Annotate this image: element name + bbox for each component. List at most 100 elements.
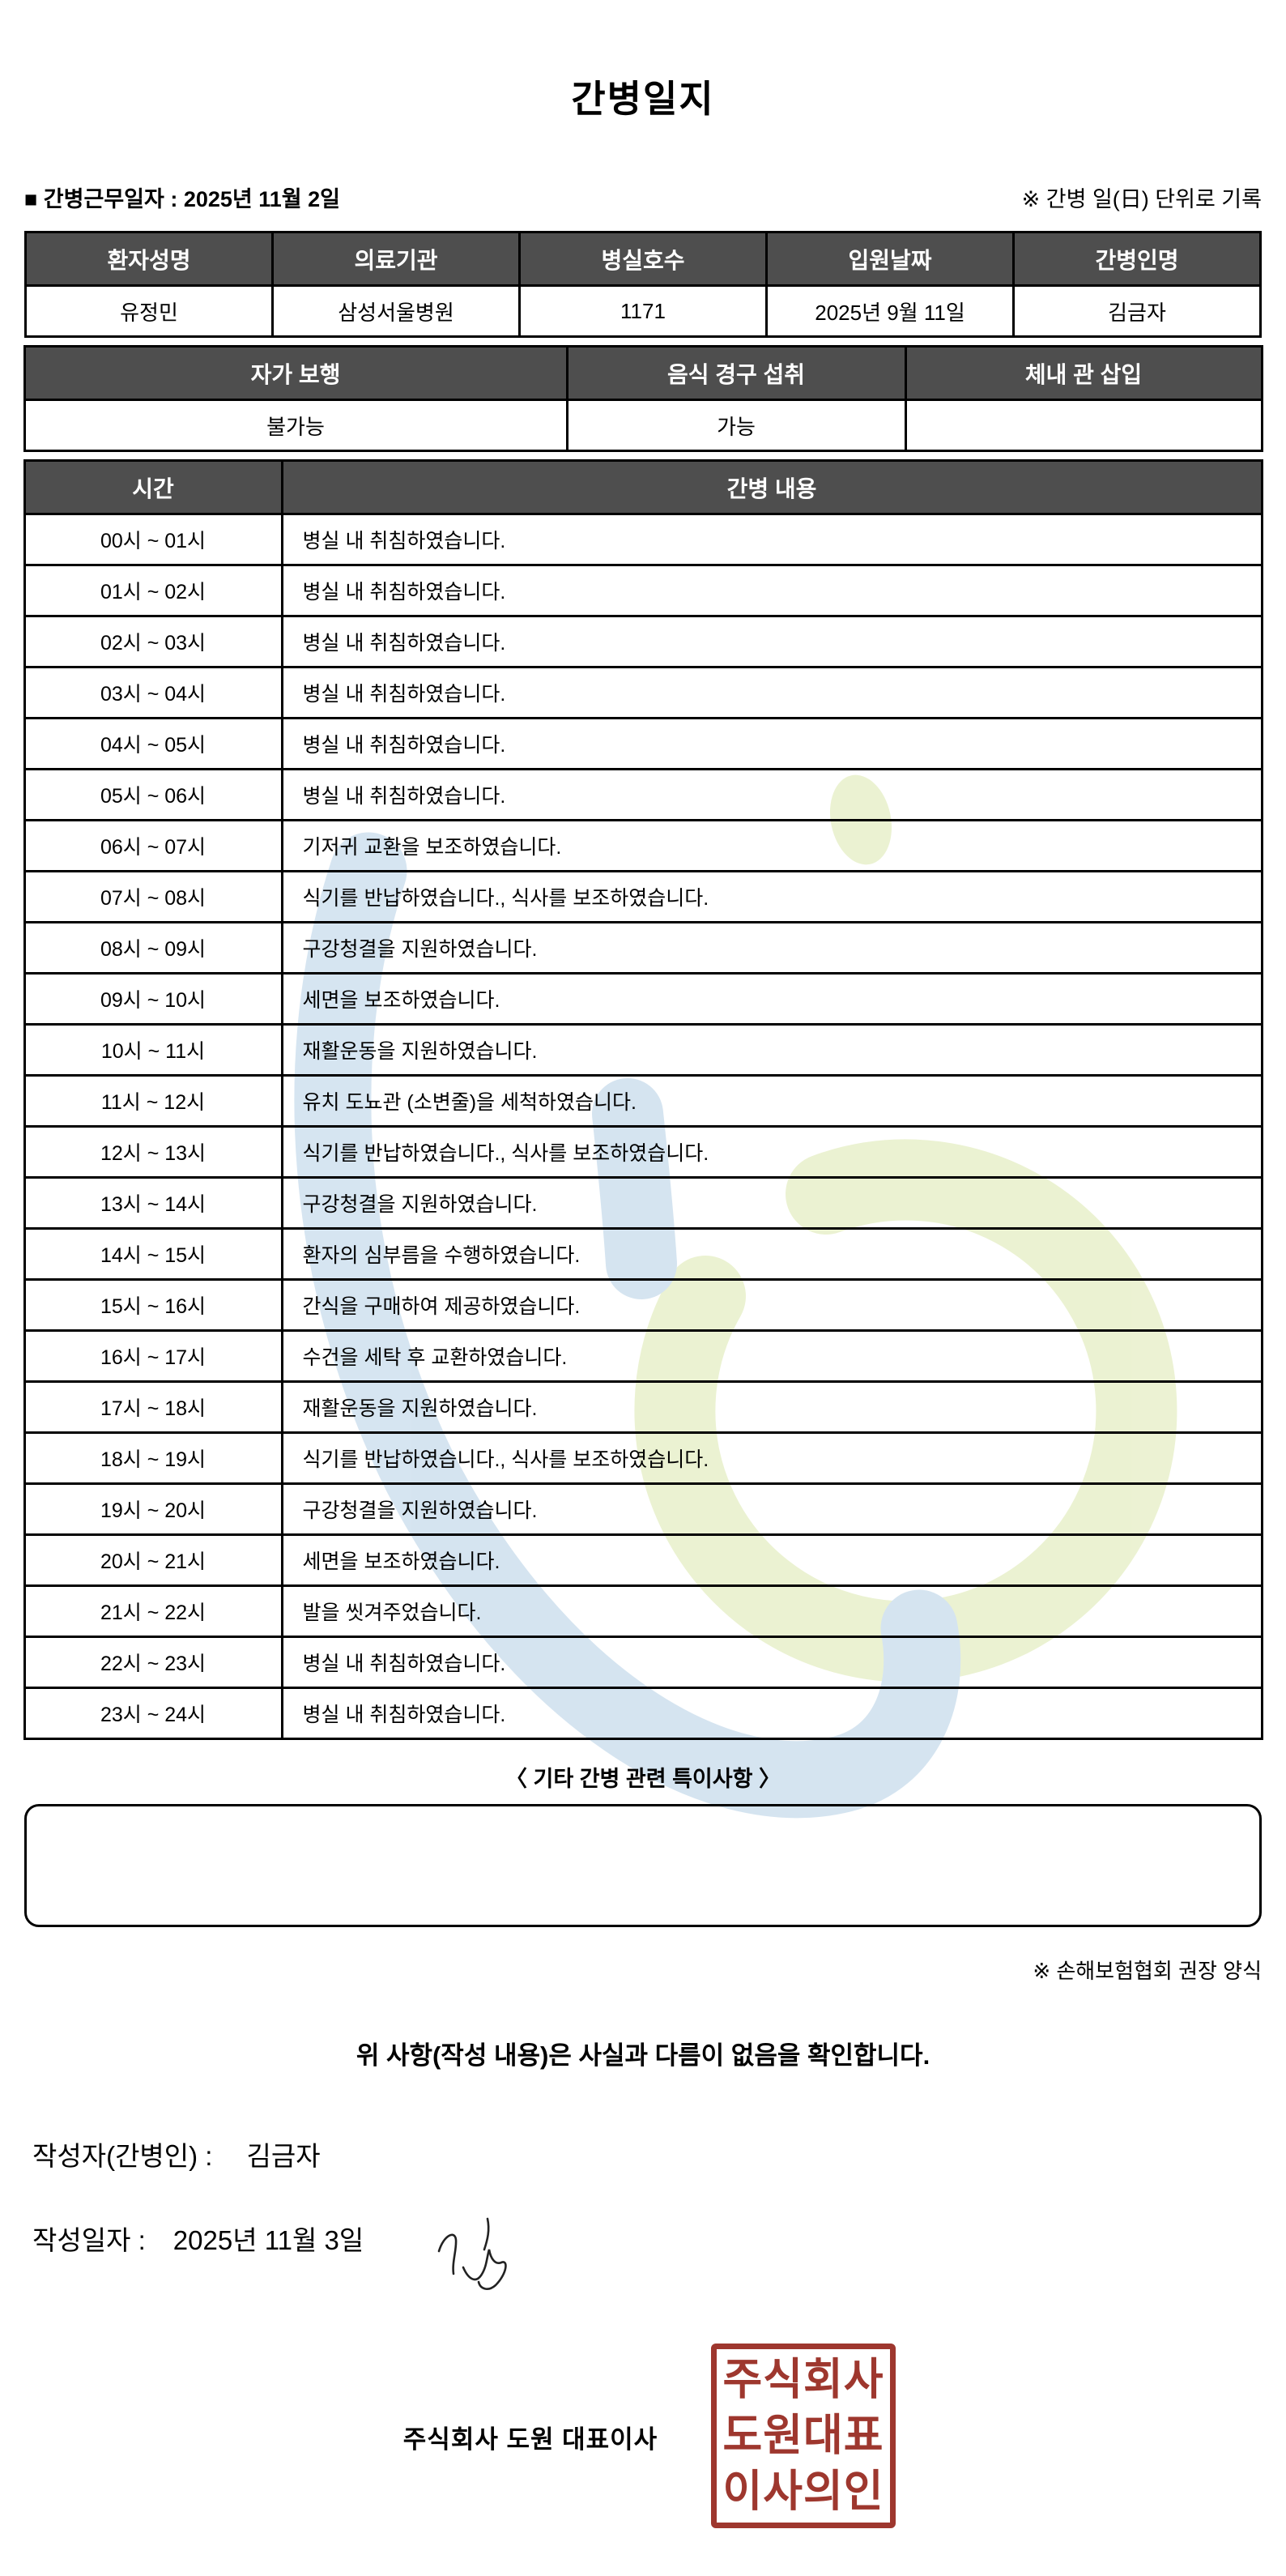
patient-value-row: 유정민 삼성서울병원 1171 2025년 9월 11일 김금자 — [24, 284, 1262, 338]
log-content: 재활운동을 지원하였습니다. — [280, 1023, 1263, 1077]
patient-table-value: 김금자 — [1012, 284, 1262, 338]
patient-info-table: 환자성명 의료기관 병실호수 입원날짜 간병인명 유정민 삼성서울병원 1171 2025년 … — [24, 231, 1262, 338]
log-row: 06시 ~ 07시 기저귀 교환을 보조하였습니다. — [23, 819, 1263, 872]
log-content: 구강청결을 지원하였습니다. — [280, 1482, 1263, 1536]
company-line: 주식회사 도원 대표이사 — [402, 2425, 658, 2454]
log-row: 18시 ~ 19시 식기를 반납하였습니다., 식사를 보조하였습니다. — [23, 1431, 1263, 1485]
log-row: 13시 ~ 14시 구강청결을 지원하였습니다. — [23, 1176, 1263, 1230]
log-content: 병실 내 취침하였습니다. — [280, 1636, 1263, 1689]
log-row: 16시 ~ 17시 수건을 세탁 후 교환하였습니다. — [23, 1329, 1263, 1383]
writer-label: 작성자(간병인) : — [32, 2141, 213, 2171]
log-row: 14시 ~ 15시 환자의 심부름을 수행하였습니다. — [23, 1227, 1263, 1281]
patient-status-table: 자가 보행 음식 경구 섭취 체내 관 삽입 불가능 가능 — [23, 345, 1263, 452]
log-time: 17시 ~ 18시 — [23, 1380, 283, 1434]
log-row: 00시 ~ 01시 병실 내 취침하였습니다. — [23, 513, 1263, 566]
log-content: 세면을 보조하였습니다. — [280, 1533, 1263, 1587]
written-date-value: 2025년 11월 3일 — [172, 2225, 364, 2255]
log-content: 간식을 구매하여 제공하였습니다. — [280, 1278, 1263, 1332]
confirmation-statement: 위 사항(작성 내용)은 사실과 다름이 없음을 확인합니다. — [356, 2041, 930, 2070]
log-content: 발을 씻겨주었습니다. — [280, 1584, 1263, 1638]
log-time: 07시 ~ 08시 — [23, 870, 283, 923]
log-time: 19시 ~ 20시 — [23, 1482, 283, 1536]
patient-table-header: 환자성명 — [24, 231, 274, 287]
patient-table-header: 입원날짜 — [765, 231, 1015, 287]
log-content: 병실 내 취침하였습니다. — [280, 564, 1263, 617]
status-table-value: 가능 — [565, 399, 907, 452]
log-row: 08시 ~ 09시 구강청결을 지원하였습니다. — [23, 921, 1263, 975]
log-content: 재활운동을 지원하였습니다. — [280, 1380, 1263, 1434]
log-content: 식기를 반납하였습니다., 식사를 보조하였습니다. — [280, 870, 1263, 923]
log-row: 02시 ~ 03시 병실 내 취침하였습니다. — [23, 615, 1263, 668]
status-table-value — [904, 399, 1263, 452]
patient-table-header: 간병인명 — [1012, 231, 1262, 287]
seal-text-row: 도원대표 — [722, 2411, 884, 2460]
log-content: 병실 내 취침하였습니다. — [280, 666, 1263, 719]
page-title: 간병일지 — [571, 78, 715, 120]
form-note: ※ 손해보험협회 권장 양식 — [1033, 1959, 1262, 1983]
notes-section-title: 〈 기타 간병 관련 특이사항 〉 — [505, 1767, 781, 1791]
status-table-header: 자가 보행 — [23, 345, 568, 401]
log-time: 02시 ~ 03시 — [23, 615, 283, 668]
log-content: 병실 내 취침하였습니다. — [280, 615, 1263, 668]
meta-row: ■ 간병근무일자 : 2025년 11월 2일 ※ 간병 일(日) 단위로 기록 — [24, 181, 1262, 213]
log-row: 11시 ~ 12시 유치 도뇨관 (소변줄)을 세척하였습니다. — [23, 1074, 1263, 1128]
log-row: 21시 ~ 22시 발을 씻겨주었습니다. — [23, 1584, 1263, 1638]
log-time: 11시 ~ 12시 — [23, 1074, 283, 1128]
log-row: 04시 ~ 05시 병실 내 취침하였습니다. — [23, 717, 1263, 770]
log-time: 23시 ~ 24시 — [23, 1687, 283, 1740]
status-header-row: 자가 보행 음식 경구 섭취 체내 관 삽입 — [23, 345, 1263, 401]
patient-table-header: 의료기관 — [271, 231, 521, 287]
log-content: 수건을 세탁 후 교환하였습니다. — [280, 1329, 1263, 1383]
log-time: 10시 ~ 11시 — [23, 1023, 283, 1077]
writer-line: 작성자(간병인) : 김금자 — [32, 2135, 1286, 2173]
patient-table-header: 병실호수 — [518, 231, 768, 287]
log-row: 15시 ~ 16시 간식을 구매하여 제공하였습니다. — [23, 1278, 1263, 1332]
status-table-value: 불가능 — [23, 399, 568, 452]
log-time: 21시 ~ 22시 — [23, 1584, 283, 1638]
log-time: 18시 ~ 19시 — [23, 1431, 283, 1485]
log-time: 05시 ~ 06시 — [23, 768, 283, 821]
log-content: 환자의 심부름을 수행하였습니다. — [280, 1227, 1263, 1281]
log-content: 세면을 보조하였습니다. — [280, 972, 1263, 1026]
log-content: 구강청결을 지원하였습니다. — [280, 1176, 1263, 1230]
log-time: 01시 ~ 02시 — [23, 564, 283, 617]
care-work-date: ■ 간병근무일자 : 2025년 11월 2일 — [24, 187, 340, 211]
log-row: 03시 ~ 04시 병실 내 취침하였습니다. — [23, 666, 1263, 719]
log-content: 병실 내 취침하였습니다. — [280, 1687, 1263, 1740]
log-time: 15시 ~ 16시 — [23, 1278, 283, 1332]
log-content: 식기를 반납하였습니다., 식사를 보조하였습니다. — [280, 1125, 1263, 1179]
log-time: 14시 ~ 15시 — [23, 1227, 283, 1281]
log-time: 16시 ~ 17시 — [23, 1329, 283, 1383]
log-row: 12시 ~ 13시 식기를 반납하였습니다., 식사를 보조하였습니다. — [23, 1125, 1263, 1179]
seal-text-row: 이사의인 — [722, 2467, 884, 2516]
patient-table-value: 삼성서울병원 — [271, 284, 521, 338]
patient-table-value: 2025년 9월 11일 — [765, 284, 1015, 338]
log-time: 04시 ~ 05시 — [23, 717, 283, 770]
log-row: 09시 ~ 10시 세면을 보조하였습니다. — [23, 972, 1263, 1026]
log-row: 23시 ~ 24시 병실 내 취침하였습니다. — [23, 1687, 1263, 1740]
log-time-header: 시간 — [23, 459, 283, 515]
log-row: 20시 ~ 21시 세면을 보조하였습니다. — [23, 1533, 1263, 1587]
unit-note: ※ 간병 일(日) 단위로 기록 — [1021, 187, 1262, 211]
log-time: 22시 ~ 23시 — [23, 1636, 283, 1689]
log-content: 병실 내 취침하였습니다. — [280, 768, 1263, 821]
log-time: 09시 ~ 10시 — [23, 972, 283, 1026]
status-table-header: 체내 관 삽입 — [904, 345, 1263, 401]
log-row: 05시 ~ 06시 병실 내 취침하였습니다. — [23, 768, 1263, 821]
seal-text-row: 주식회사 — [722, 2355, 884, 2404]
log-content: 병실 내 취침하였습니다. — [280, 717, 1263, 770]
log-time: 03시 ~ 04시 — [23, 666, 283, 719]
log-time: 08시 ~ 09시 — [23, 921, 283, 975]
log-time: 20시 ~ 21시 — [23, 1533, 283, 1587]
log-content: 유치 도뇨관 (소변줄)을 세척하였습니다. — [280, 1074, 1263, 1128]
log-row: 17시 ~ 18시 재활운동을 지원하였습니다. — [23, 1380, 1263, 1434]
patient-table-value: 유정민 — [24, 284, 274, 338]
log-content: 병실 내 취침하였습니다. — [280, 513, 1263, 566]
status-table-header: 음식 경구 섭취 — [565, 345, 907, 401]
log-content: 식기를 반납하였습니다., 식사를 보조하였습니다. — [280, 1431, 1263, 1485]
log-row: 22시 ~ 23시 병실 내 취침하였습니다. — [23, 1636, 1263, 1689]
log-time: 06시 ~ 07시 — [23, 819, 283, 872]
log-header-row: 시간 간병 내용 — [23, 459, 1263, 515]
